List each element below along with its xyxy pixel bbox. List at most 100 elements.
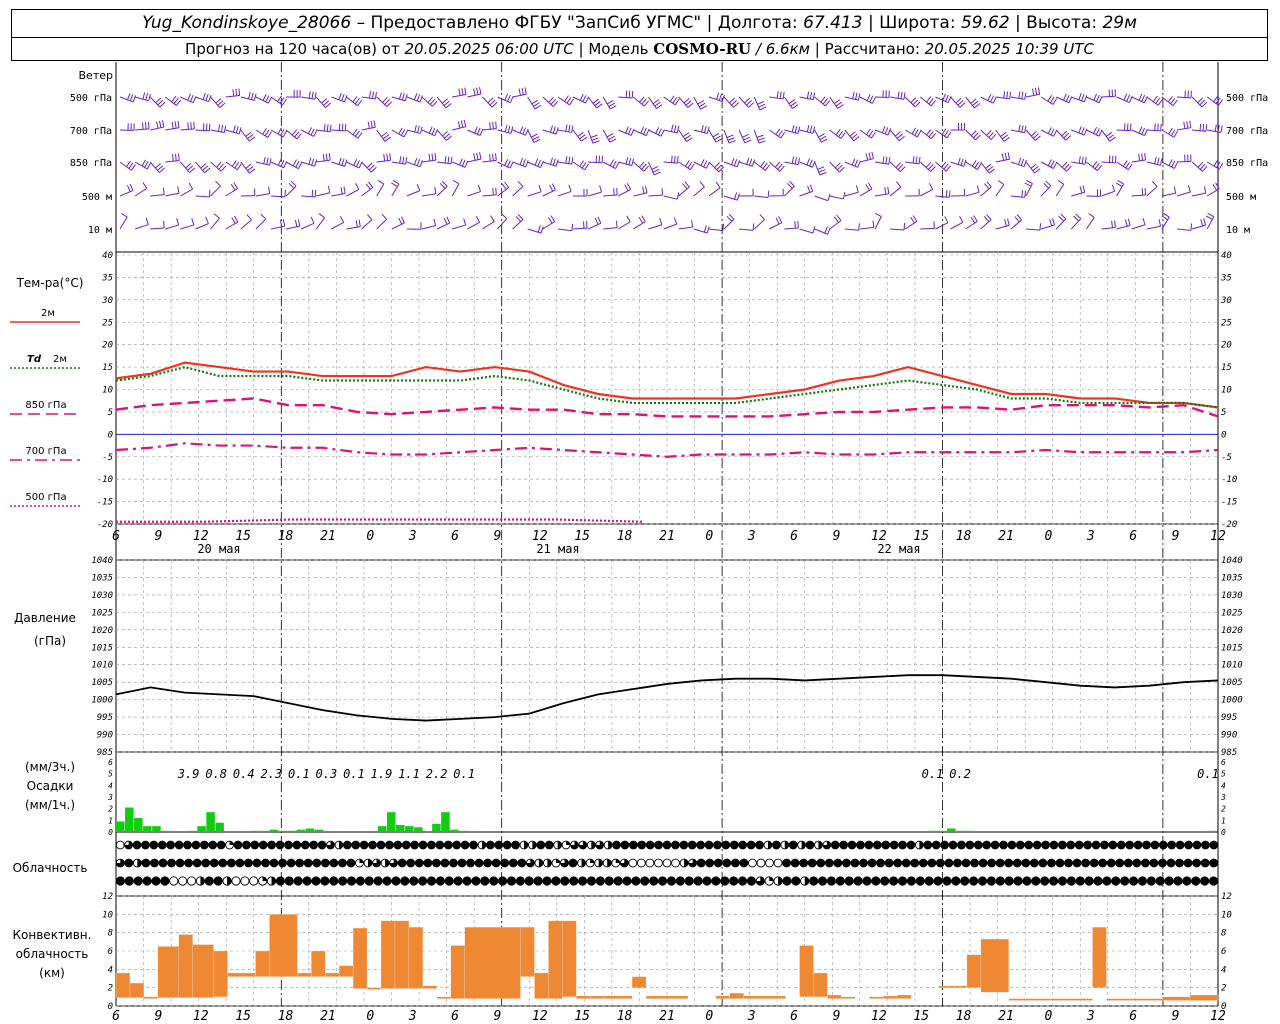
wind-feather (1187, 185, 1191, 193)
conv-tick-left: 0 (108, 1002, 113, 1012)
conv-cloud-bar (192, 944, 214, 998)
wind-barb (285, 225, 300, 230)
wind-feather (853, 136, 860, 142)
cloud-symbol (410, 840, 419, 850)
cloud-symbol (267, 840, 276, 850)
cloud-symbol (705, 858, 715, 868)
wind-feather (190, 122, 192, 130)
wind-feather (756, 134, 764, 138)
wind-feather (865, 153, 869, 161)
cloud-symbol (508, 858, 518, 868)
wind-feather (857, 93, 861, 101)
cloud-symbol (569, 876, 579, 886)
conv-x-tick-label: 0 (705, 1009, 713, 1024)
wind-feather (204, 167, 211, 174)
conv-x-tick-label: 0 (366, 1009, 374, 1024)
precip-bar (1208, 830, 1218, 832)
wind-feather (1021, 190, 1024, 198)
wind-feather (821, 138, 828, 143)
wind-feather (1078, 156, 1081, 164)
wind-feather (1141, 153, 1144, 161)
wind-feather (220, 165, 227, 172)
wind-feather (566, 97, 572, 104)
cloud-symbol (142, 876, 152, 886)
wind-feather (548, 96, 554, 103)
press-tick-right: 1030 (1221, 591, 1243, 601)
wind-feather (1152, 95, 1158, 103)
wind-barb (195, 195, 210, 198)
wind-feather (1047, 95, 1053, 102)
temp-tick-right: 25 (1221, 318, 1232, 328)
wind-feather (1141, 127, 1146, 135)
cloud-symbol (191, 840, 201, 850)
conv-cloud-bar (352, 927, 368, 989)
precip-tick-right: 2 (1221, 805, 1226, 814)
wind-barb (950, 96, 961, 108)
wind-feather (495, 153, 497, 161)
wind-barb (753, 219, 765, 230)
cloud-symbol (662, 858, 672, 868)
cloud-symbol (1058, 840, 1067, 850)
wind-feather (1081, 127, 1085, 135)
wind-feather (581, 136, 588, 142)
wind-feather (946, 131, 952, 139)
wind-barb (165, 127, 180, 131)
wind-feather (627, 127, 632, 135)
conv-x-tick-label: 15 (235, 1009, 251, 1024)
wind-feather (714, 135, 721, 140)
wind-feather (262, 128, 267, 135)
conv-cloud-bar (827, 994, 842, 999)
conv-cloud-bar (436, 996, 452, 999)
wind-feather (1057, 180, 1065, 185)
wind-feather (341, 158, 345, 166)
wind-feather (386, 153, 389, 161)
cloud-symbol (864, 840, 874, 850)
cloud-symbol (765, 858, 774, 868)
wind-feather (215, 180, 221, 187)
wind-feather (400, 129, 406, 136)
cloud-symbol (702, 876, 712, 886)
wind-feather (145, 93, 149, 101)
cloud-symbol (174, 840, 184, 850)
wind-feather (314, 159, 318, 167)
wind-feather (1014, 216, 1020, 223)
cloud-fill (818, 841, 823, 849)
conv-cloud-bar (603, 995, 633, 999)
wind-feather (157, 99, 164, 106)
conv-x-tick-label: 0 (1044, 1009, 1052, 1024)
wind-barb (1176, 191, 1191, 197)
wind-barb (482, 221, 495, 230)
cloud-fill (481, 841, 486, 849)
cloud-symbol (859, 858, 868, 868)
pressure-label: Давление (14, 611, 76, 625)
wind-feather (400, 216, 405, 224)
cloud-fill (271, 876, 276, 886)
cloud-symbol (469, 840, 478, 850)
wind-barb (1055, 218, 1067, 230)
wind-feather (144, 161, 149, 168)
temp-tick-left: 15 (102, 363, 113, 373)
wind-feather (812, 92, 816, 100)
cloud-symbol (1108, 840, 1118, 850)
wind-barb (346, 96, 358, 107)
temp-tick-right: 20 (1221, 341, 1232, 351)
cloud-symbol (178, 876, 188, 886)
wind-barb (738, 96, 749, 108)
cloud-symbol (897, 876, 908, 886)
temp-series-2 (115, 397, 1219, 418)
temp-tick-left: -20 (97, 520, 113, 530)
wind-barb (814, 96, 826, 107)
cloud-symbol (1201, 840, 1210, 850)
cloud-symbol (833, 858, 843, 868)
wind-feather (156, 121, 159, 129)
wind-feather (782, 91, 785, 100)
wind-feather (522, 127, 526, 135)
wind-feather (1124, 219, 1128, 227)
cloud-symbol (169, 876, 179, 886)
temp-x-tick-label: 15 (235, 529, 251, 544)
cloud-symbol (275, 876, 286, 886)
cloud-symbol (201, 858, 211, 868)
conv-cloud-bar (645, 995, 689, 999)
cloud-symbol (889, 840, 899, 850)
wind-barb (270, 161, 284, 169)
